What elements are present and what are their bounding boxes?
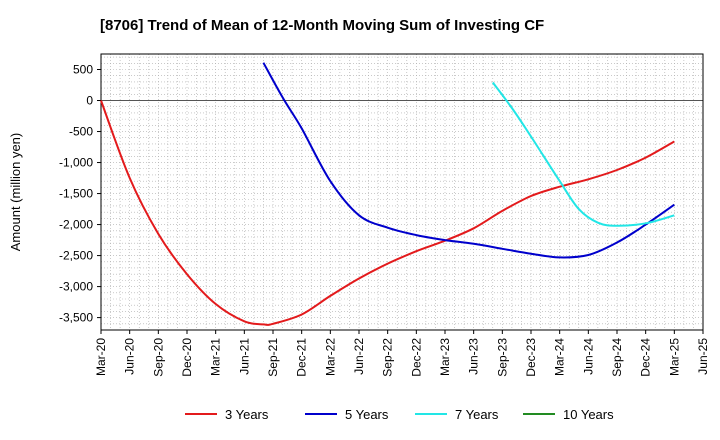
x-tick-label: Jun-25	[696, 338, 710, 375]
legend-label: 5 Years	[345, 407, 389, 422]
series-line-3-years	[100, 100, 675, 326]
legend-label: 7 Years	[455, 407, 499, 422]
legend-label: 10 Years	[563, 407, 614, 422]
x-tick-label: Jun-20	[123, 338, 137, 375]
y-tick-label: -3,500	[59, 311, 93, 325]
series-line-5-years	[262, 62, 675, 259]
x-tick-label: Mar-21	[209, 338, 223, 376]
x-tick-label: Jun-21	[237, 338, 251, 375]
x-tick-label: Mar-20	[94, 338, 108, 376]
chart-title: [8706] Trend of Mean of 12-Month Moving …	[100, 17, 544, 34]
y-tick-label: 0	[86, 94, 93, 108]
y-tick-label: -500	[69, 125, 93, 139]
x-tick-label: Dec-22	[409, 338, 423, 377]
x-tick-label: Sep-21	[266, 338, 280, 377]
y-axis-label: Amount (million yen)	[8, 133, 23, 252]
y-tick-label: -1,000	[59, 156, 93, 170]
x-tick-label: Mar-23	[438, 338, 452, 376]
x-tick-label: Sep-20	[151, 338, 165, 377]
x-tick-label: Sep-23	[495, 338, 509, 377]
y-tick-label: -2,000	[59, 218, 93, 232]
grid	[101, 54, 703, 330]
series-line-7-years	[491, 81, 675, 227]
x-tick-label: Dec-23	[524, 338, 538, 377]
x-tick-label: Dec-20	[180, 338, 194, 377]
x-tick-label: Jun-24	[581, 338, 595, 375]
y-tick-label: 500	[73, 63, 93, 77]
x-tick-label: Mar-25	[667, 338, 681, 376]
x-axis: Mar-20 Jun-20 Sep-20 Dec-20 Mar-21 Jun-21 Sep-…	[94, 330, 710, 377]
plot-frame	[100, 53, 704, 331]
x-tick-label: Dec-24	[639, 338, 653, 377]
y-axis: 500 0 -500 -1,000 -1,500 -2,000 -2,500 -3,000 -3…	[59, 63, 101, 325]
y-tick-label: -1,500	[59, 187, 93, 201]
x-tick-label: Mar-24	[553, 338, 567, 376]
x-tick-label: Sep-22	[381, 338, 395, 377]
legend-label: 3 Years	[225, 407, 269, 422]
x-tick-label: Sep-24	[610, 338, 624, 377]
x-tick-label: Jun-22	[352, 338, 366, 375]
y-tick-label: -3,000	[59, 280, 93, 294]
y-tick-label: -2,500	[59, 249, 93, 263]
x-tick-label: Dec-21	[295, 338, 309, 377]
legend: 3 Years 5 Years 7 Years 10 Years	[185, 407, 614, 422]
x-tick-label: Jun-23	[467, 338, 481, 375]
x-tick-label: Mar-22	[323, 338, 337, 376]
series-group	[100, 62, 675, 326]
